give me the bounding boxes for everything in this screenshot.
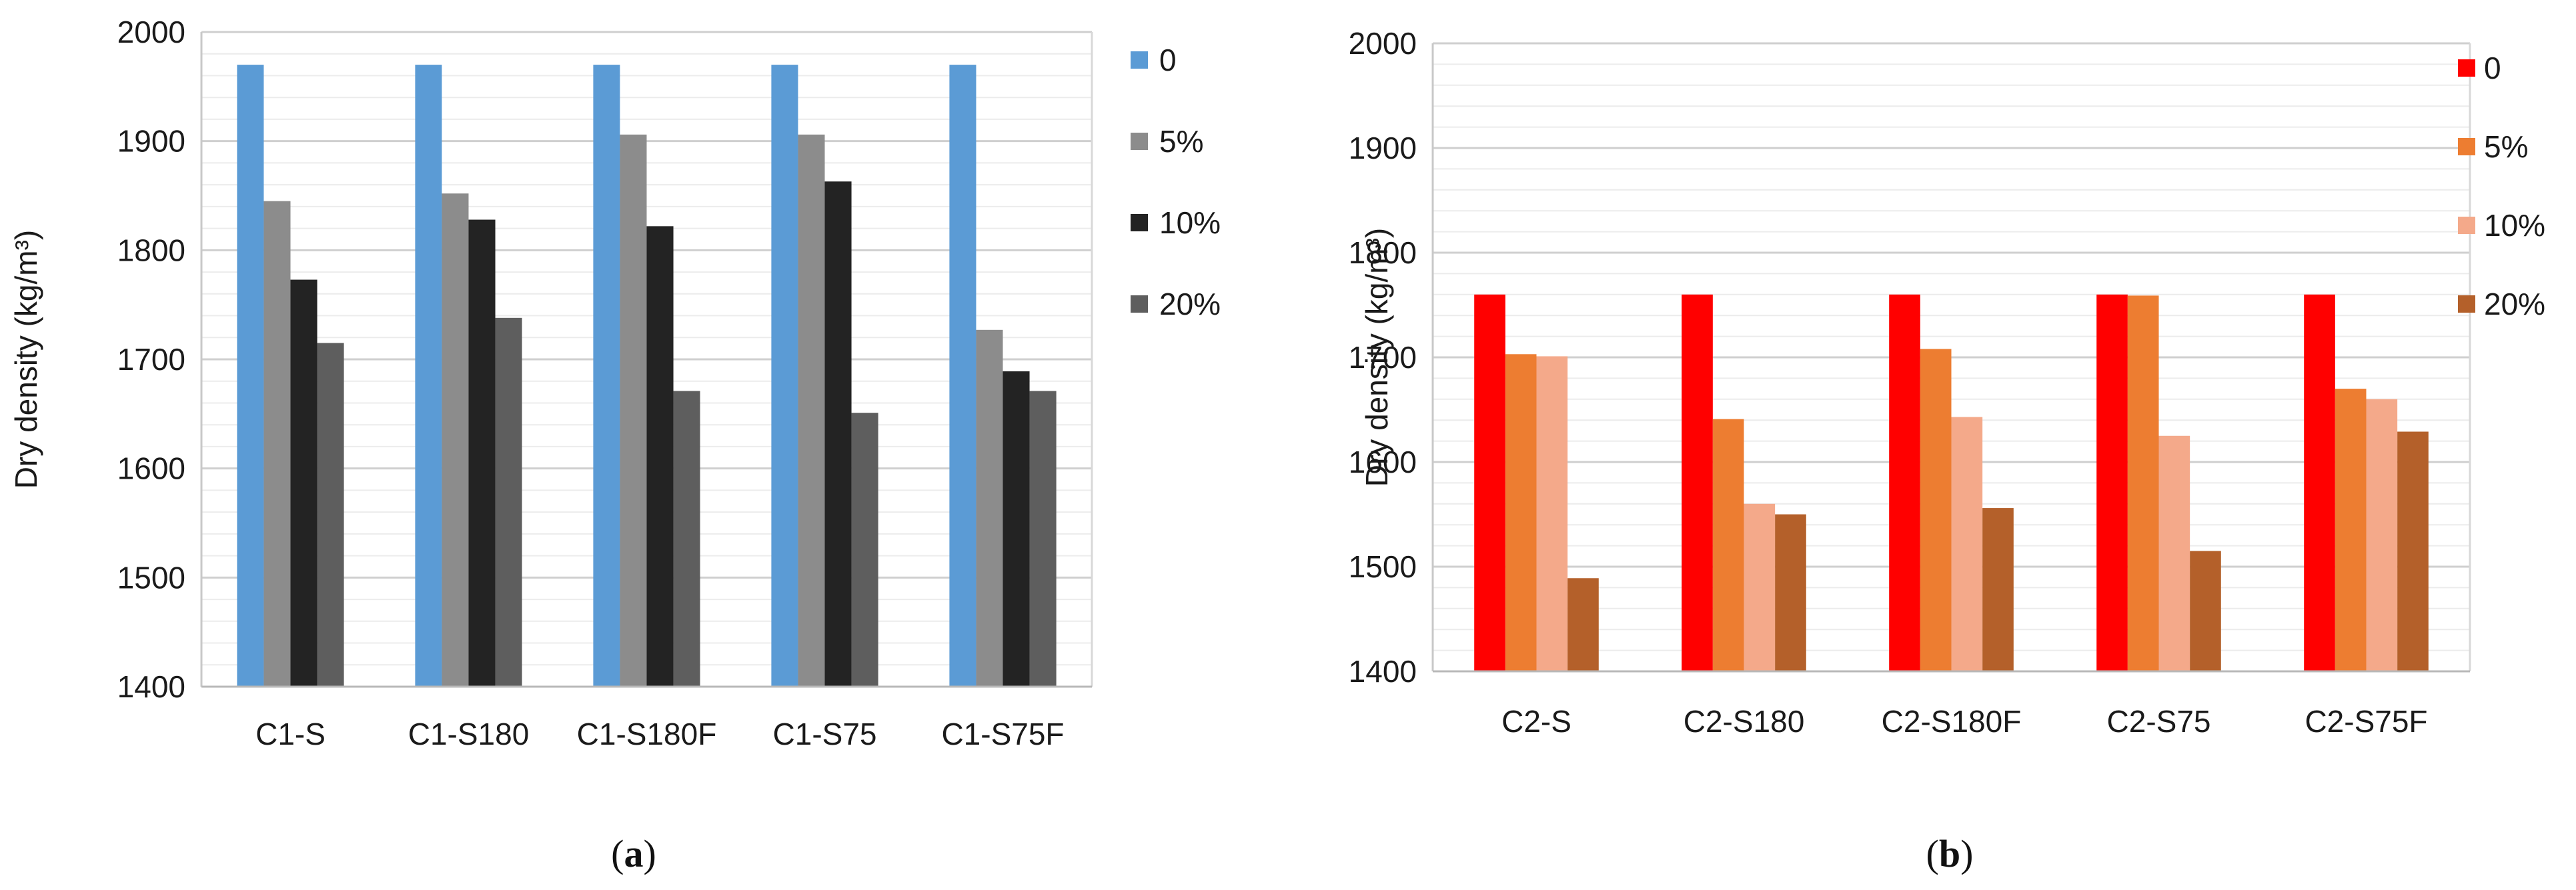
legend-swatch [2458,138,2475,155]
legend-label: 5% [2484,129,2528,164]
bar-b-C2-S-10% [1536,356,1568,671]
legend-label: 10% [1159,205,1221,240]
bar-a-C1-S-0 [237,65,264,687]
bar-a-C1-S75F-20% [1029,391,1057,687]
bar-b-C2-S75F-10% [2366,399,2398,671]
caption-a: (a) [611,832,656,875]
caption-a-letter: a [624,832,644,875]
bar-b-C2-S75F-5% [2335,389,2367,671]
bar-a-C1-S-20% [317,343,344,687]
legend-b: 0 5% 10% 20% [2458,51,2545,321]
x-tick-label: C1-S [255,717,326,751]
bar-a-C1-S180-5% [442,193,469,687]
legend-swatch [1131,51,1148,69]
caption-b-letter: b [1939,832,1960,875]
y-tick-label: 1500 [117,560,185,595]
x-tick-label: C1-S75 [773,717,877,751]
legend-label: 0 [2484,51,2501,85]
legend-a: 0 5% 10% 20% [1131,43,1221,321]
bar-b-C2-S180F-5% [1920,349,1952,671]
bars-a [237,65,1057,687]
legend-label: 20% [2484,287,2545,321]
bar-b-C2-S180F-0 [1889,294,1920,671]
y-tick-label: 2000 [117,15,185,49]
legend-label: 10% [2484,208,2545,243]
bar-b-C2-S75-5% [2127,295,2159,671]
bar-a-C1-S-10% [290,279,317,687]
bar-b-C2-S75-10% [2158,435,2190,671]
legend-label: 5% [1159,124,1203,159]
gridlines-b [1433,42,2470,673]
bar-a-C1-S75F-0 [949,65,977,687]
bar-b-C2-S180F-20% [1982,508,2014,671]
bar-a-C1-S75-0 [771,65,798,687]
legend-label: 20% [1159,287,1221,321]
bar-a-C1-S180-10% [468,219,496,687]
bar-b-C2-S180-5% [1712,419,1744,671]
bar-a-C1-S75F-5% [976,329,1003,687]
bar-a-C1-S75-5% [798,134,825,687]
bar-b-C2-S-0 [1474,294,1505,671]
bar-a-C1-S75F-10% [1003,371,1030,687]
x-tick-label: C2-S180F [1882,704,2022,739]
bar-a-C1-S180F-20% [673,391,700,687]
legend-swatch [2458,295,2475,313]
x-tick-label: C2-S75 [2107,704,2211,739]
y-tick-label: 1600 [117,451,185,486]
bar-b-C2-S180-0 [1682,294,1713,671]
bar-a-C1-S180F-5% [620,134,647,687]
x-tick-label: C1-S180F [577,717,717,751]
y-tick-label: 1500 [1349,549,1417,584]
bar-a-C1-S180F-10% [646,226,674,687]
chart-a: 1400 1500 1600 1700 1800 1900 2000 C1-S C1-S180 C… [9,15,1221,751]
bar-a-C1-S75-20% [851,413,878,687]
bar-b-C2-S180-20% [1775,514,1806,671]
caption-b: (b) [1926,832,1974,875]
bar-b-C2-S75F-20% [2397,431,2429,671]
x-tick-label: C2-S [1501,704,1571,739]
bar-b-C2-S75-20% [2190,551,2221,671]
x-tick-label: C2-S75F [2305,704,2427,739]
y-tick-label: 1900 [1349,131,1417,165]
bar-a-C1-S-5% [263,201,291,687]
bar-b-C2-S75F-0 [2304,294,2335,671]
bar-a-C1-S180F-0 [593,65,620,687]
y-tick-label: 1400 [1349,654,1417,689]
x-tick-label: C1-S180 [408,717,530,751]
y-tick-label: 2000 [1349,26,1417,61]
chart-b: 1400 1500 1600 1700 1800 1900 2000 C2-S C2-S180 C… [1349,26,2545,739]
y-axis-title: Dry density (kg/m³) [9,230,43,489]
legend-swatch [1131,295,1148,313]
bars-b [1474,294,2429,671]
y-tick-label: 1800 [1349,235,1417,270]
bar-b-C2-S75-0 [2096,294,2128,671]
legend-swatch [1131,133,1148,150]
bar-b-C2-S180-10% [1744,503,1776,671]
y-tick-label: 1400 [117,669,185,704]
legend-swatch [2458,217,2475,234]
x-tick-label: C1-S75F [941,717,1064,751]
bar-b-C2-S180F-10% [1951,417,1983,671]
bar-a-C1-S180-0 [415,65,442,687]
legend-swatch [1131,214,1148,231]
y-tick-label: 1600 [1349,445,1417,479]
x-tick-label: C2-S180 [1684,704,1805,739]
y-tick-label: 1800 [117,233,185,267]
bar-b-C2-S-5% [1505,354,1537,671]
bar-a-C1-S75-10% [824,181,852,687]
legend-swatch [2458,59,2475,77]
bar-a-C1-S180-20% [495,317,522,687]
y-tick-label: 1700 [117,342,185,377]
y-tick-label: 1700 [1349,340,1417,375]
y-axis-title: Dry density (kg/m³) [1359,228,1394,487]
bar-b-C2-S-20% [1567,578,1599,671]
legend-label: 0 [1159,43,1177,77]
y-tick-label: 1900 [117,124,185,159]
